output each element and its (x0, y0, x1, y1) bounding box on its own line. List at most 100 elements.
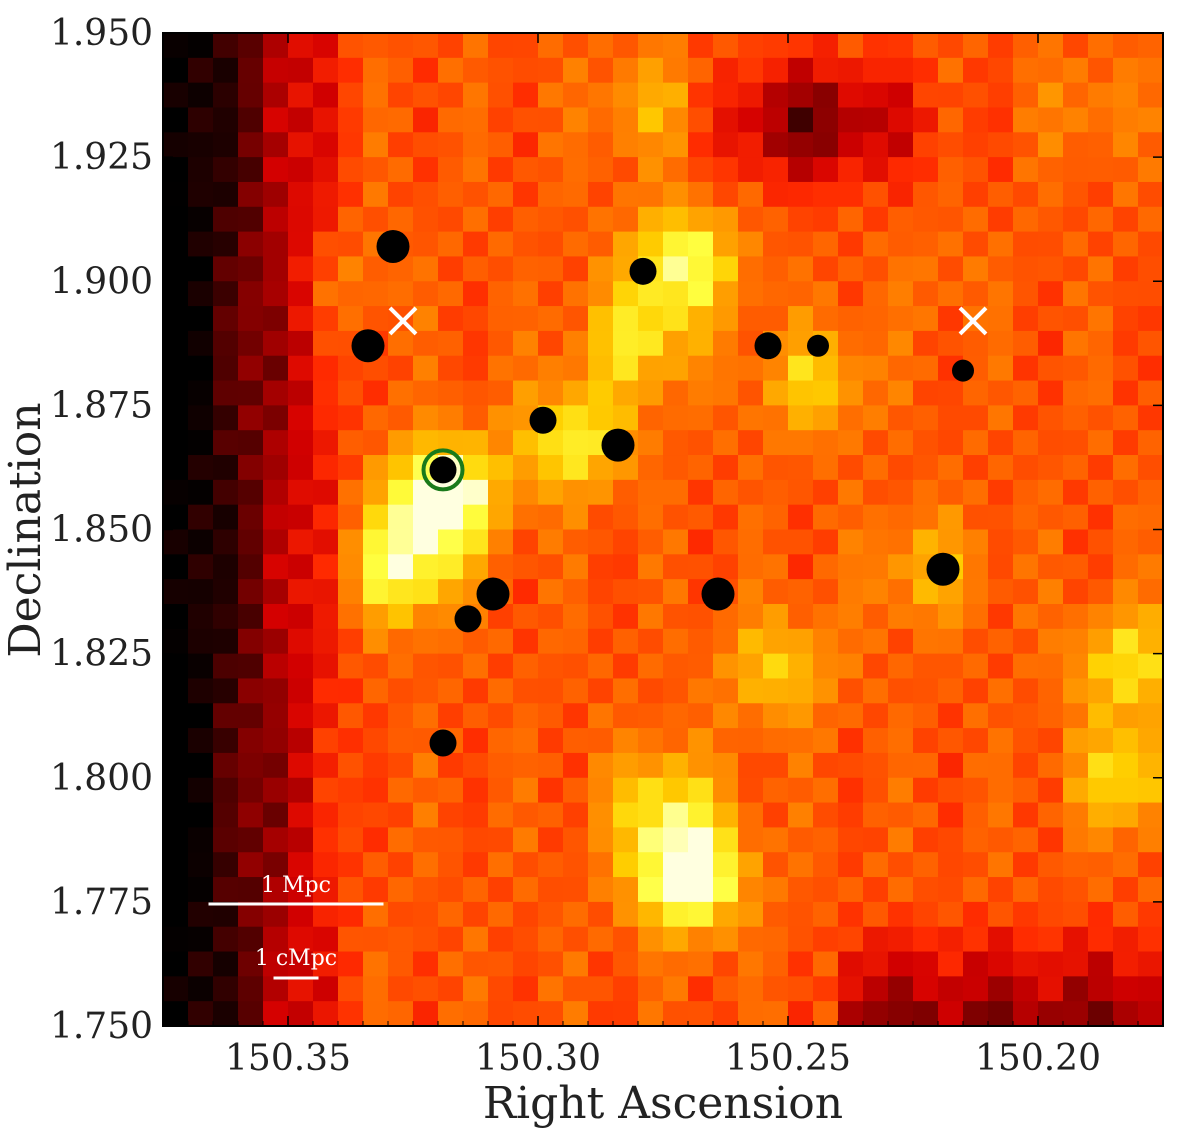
heatmap-cell (863, 579, 889, 605)
heatmap-cell (788, 181, 814, 208)
heatmap-cell (513, 951, 539, 977)
heatmap-cell (388, 579, 414, 605)
heatmap-cell (813, 529, 839, 555)
heatmap-cell (713, 752, 739, 779)
heatmap-cell (763, 57, 789, 84)
heatmap-cell (388, 603, 414, 630)
heatmap-cell (1038, 802, 1064, 828)
heatmap-cell (838, 479, 864, 506)
heatmap-cell (1038, 355, 1064, 382)
heatmap-cell (1013, 430, 1039, 456)
heatmap-cell (163, 628, 189, 655)
heatmap-cell (813, 355, 839, 382)
heatmap-cell (1038, 181, 1064, 208)
heatmap-cell (313, 430, 339, 456)
heatmap-cell (963, 206, 989, 233)
heatmap-cell (488, 430, 514, 456)
heatmap-cell (888, 579, 914, 605)
heatmap-cell (638, 603, 664, 630)
heatmap-cell (1113, 926, 1139, 953)
heatmap-cell (988, 976, 1014, 1002)
heatmap-cell (713, 976, 739, 1002)
heatmap-cell (363, 777, 389, 804)
heatmap-cell (588, 405, 614, 431)
heatmap-cell (563, 628, 589, 655)
heatmap-cell (938, 33, 964, 59)
heatmap-cell (538, 82, 564, 109)
heatmap-cell (1013, 926, 1039, 953)
heatmap-cell (288, 579, 314, 605)
heatmap-cell (513, 678, 539, 704)
heatmap-cell (863, 33, 889, 59)
heatmap-cell (738, 132, 764, 158)
heatmap-cell (488, 926, 514, 953)
heatmap-cell (738, 926, 764, 953)
heatmap-cell (1138, 628, 1163, 655)
heatmap-cell (863, 728, 889, 754)
heatmap-cell (863, 330, 889, 357)
heatmap-cell (1113, 405, 1139, 431)
heatmap-cell (438, 231, 464, 258)
heatmap-cell (988, 827, 1014, 853)
heatmap-cell (263, 206, 289, 233)
heatmap-cell (763, 1001, 789, 1026)
heatmap-cell (413, 33, 439, 59)
heatmap-cell (888, 504, 914, 531)
heatmap-cell (713, 703, 739, 729)
heatmap-cell (338, 157, 364, 183)
heatmap-cell (413, 504, 439, 531)
heatmap-cell (888, 802, 914, 828)
heatmap-cell (188, 678, 214, 704)
heatmap-cell (913, 529, 939, 555)
heatmap-cell (238, 306, 264, 332)
heatmap-cell (1013, 455, 1039, 481)
heatmap-cell (638, 529, 664, 555)
heatmap-cell (613, 827, 639, 853)
heatmap-cell (613, 380, 639, 406)
heatmap-cell (738, 256, 764, 282)
heatmap-cell (738, 678, 764, 704)
heatmap-cell (1088, 529, 1114, 555)
heatmap-cell (213, 181, 239, 208)
heatmap-cell (563, 901, 589, 928)
heatmap-cell (438, 579, 464, 605)
heatmap-cell (613, 57, 639, 84)
heatmap-cell (363, 281, 389, 307)
galaxy-point (629, 257, 657, 285)
heatmap-cell (338, 877, 364, 903)
heatmap-cell (688, 455, 714, 481)
heatmap-cell (688, 430, 714, 456)
heatmap-cell (588, 777, 614, 804)
heatmap-cell (613, 554, 639, 580)
heatmap-cell (938, 827, 964, 853)
heatmap-cell (888, 306, 914, 332)
heatmap-cell (263, 802, 289, 828)
heatmap-cell (338, 33, 364, 59)
heatmap-cell (338, 455, 364, 481)
heatmap-cell (438, 281, 464, 307)
heatmap-cell (988, 231, 1014, 258)
heatmap-cell (938, 231, 964, 258)
heatmap-cell (763, 728, 789, 754)
heatmap-cell (738, 728, 764, 754)
heatmap-cell (863, 951, 889, 977)
heatmap-cell (413, 777, 439, 804)
heatmap-cell (513, 206, 539, 233)
heatmap-cell (488, 777, 514, 804)
heatmap-cell (1088, 678, 1114, 704)
heatmap-cell (338, 777, 364, 804)
heatmap-cell (588, 132, 614, 158)
heatmap-cell (913, 281, 939, 307)
heatmap-cell (963, 33, 989, 59)
heatmap-cell (888, 405, 914, 431)
heatmap-cell (1113, 355, 1139, 382)
heatmap-cell (988, 157, 1014, 183)
heatmap-cell (938, 728, 964, 754)
heatmap-cell (163, 1001, 189, 1026)
heatmap-cell (488, 752, 514, 779)
heatmap-cell (913, 157, 939, 183)
heatmap-cell (1088, 554, 1114, 580)
heatmap-cell (463, 33, 489, 59)
heatmap-cell (638, 107, 664, 133)
heatmap-cell (288, 777, 314, 804)
